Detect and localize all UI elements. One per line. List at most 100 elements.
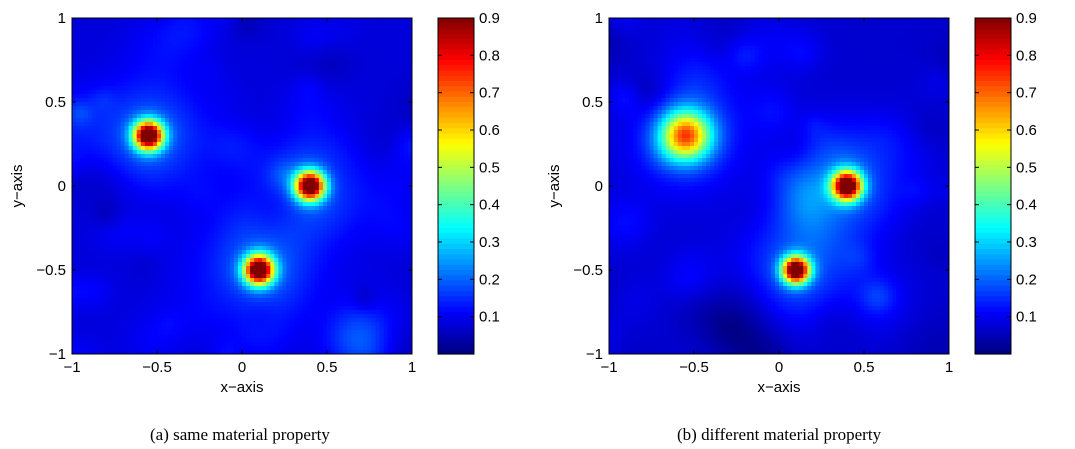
heatmap-cell [100,90,105,95]
heatmap-cell [246,54,251,59]
heatmap-cell [209,326,215,331]
heatmap-cell [80,342,85,347]
heatmap-cell [128,42,134,47]
heatmap-cell [209,246,215,251]
heatmap-cell [88,70,93,75]
heatmap-cell [237,194,243,199]
heatmap-cell [250,238,255,243]
heatmap-cell [148,50,154,55]
heatmap-cell [217,210,223,215]
heatmap-cell [128,54,134,59]
heatmap-cell [225,182,231,187]
heatmap-cell [173,118,178,123]
heatmap-cell [169,302,174,307]
heatmap-cell [148,18,154,23]
heatmap-cell [254,130,259,135]
heatmap-cell [161,154,166,159]
heatmap-cell [88,102,93,107]
heatmap-cell [72,234,77,239]
heatmap-cell [76,306,81,311]
heatmap-cell [233,98,239,103]
heatmap-cell [169,274,174,279]
heatmap-cell [266,246,271,251]
heatmap-cell [173,230,178,235]
heatmap-cell [205,250,211,255]
heatmap-cell [201,162,207,167]
heatmap-cell [310,34,316,39]
heatmap-cell [84,118,89,123]
heatmap-cell [140,230,146,235]
heatmap-cell [306,42,312,47]
heatmap-cell [144,114,150,119]
heatmap-cell [108,290,114,295]
heatmap-cell [294,90,300,95]
heatmap-cell [282,262,288,267]
heatmap-cell [181,314,186,319]
heatmap-cell [100,170,105,175]
heatmap-cell [237,250,243,255]
heatmap-cell [76,98,81,103]
heatmap-cell [201,50,207,55]
heatmap-cell [282,114,288,119]
heatmap-cell [108,102,114,107]
heatmap-cell [157,118,162,123]
heatmap-cell [197,134,203,139]
heatmap-cell [294,126,300,131]
heatmap-cell [128,314,134,319]
heatmap-cell [193,174,199,179]
heatmap-cell [258,70,263,75]
heatmap-cell [104,106,110,111]
heatmap-cell [258,150,263,155]
heatmap-cell [96,170,101,175]
heatmap-cell [144,158,150,163]
heatmap-cell [266,230,271,235]
heatmap-cell [213,118,219,123]
heatmap-cell [274,346,280,351]
heatmap-cell [290,86,296,91]
heatmap-cell [298,86,304,91]
heatmap-cell [108,138,114,143]
heatmap-cell [124,202,130,207]
heatmap-cell [213,142,219,147]
heatmap-cell [124,82,130,87]
heatmap-cell [246,326,251,331]
heatmap-cell [193,110,199,115]
heatmap-cell [169,334,174,339]
heatmap-cell [282,194,288,199]
heatmap-cell [120,214,126,219]
heatmap-cell [144,18,150,23]
heatmap-cell [193,186,199,191]
heatmap-cell [258,146,263,151]
heatmap-cell [169,242,174,247]
heatmap-cell [157,338,162,343]
heatmap-cell [254,22,259,27]
heatmap-cell [250,206,255,211]
heatmap-cell [286,102,292,107]
heatmap-cell [157,262,162,267]
heatmap-cell [140,18,146,23]
heatmap-cell [100,302,105,307]
heatmap-cell [282,338,288,343]
heatmap-cell [233,286,239,291]
heatmap-cell [116,178,122,183]
heatmap-cell [237,174,243,179]
heatmap-cell [254,230,259,235]
heatmap-cell [136,346,142,351]
heatmap-cell [108,234,114,239]
heatmap-cell [274,326,280,331]
heatmap-cell [181,158,186,163]
heatmap-cell [173,194,178,199]
heatmap-cell [169,282,174,287]
heatmap-cell [290,126,296,131]
heatmap-cell [258,290,263,295]
heatmap-cell [197,170,203,175]
heatmap-cell [262,106,267,111]
heatmap-cell [233,82,239,87]
heatmap-cell [294,138,300,143]
heatmap-cell [100,18,105,23]
heatmap-cell [266,282,271,287]
heatmap-cell [100,186,105,191]
heatmap-cell [298,114,304,119]
heatmap-cell [144,70,150,75]
heatmap-cell [169,110,174,115]
